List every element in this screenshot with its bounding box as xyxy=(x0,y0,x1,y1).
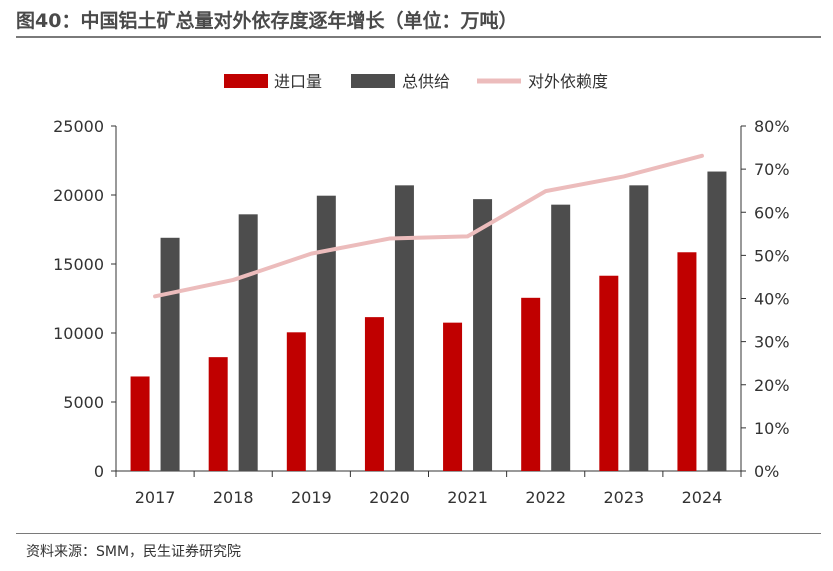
y-right-tick-label: 50% xyxy=(754,246,790,265)
bar-import xyxy=(677,252,697,471)
y-right-tick-label: 0% xyxy=(754,462,779,481)
x-tick-label: 2018 xyxy=(213,488,254,507)
bar-import xyxy=(521,297,541,471)
bar-supply xyxy=(160,237,180,471)
y-right-tick-label: 20% xyxy=(754,376,790,395)
bar-import xyxy=(130,376,150,471)
bar-import xyxy=(443,322,463,471)
x-tick-label: 2024 xyxy=(682,488,723,507)
legend-swatch-supply xyxy=(351,74,395,88)
title-divider xyxy=(16,36,821,38)
bar-import xyxy=(208,357,228,471)
y-left-tick-label: 10000 xyxy=(53,324,104,343)
bar-supply xyxy=(394,185,414,471)
bar-supply xyxy=(473,199,493,471)
bar-supply xyxy=(707,171,727,472)
y-left-tick-label: 20000 xyxy=(53,186,104,205)
x-tick-label: 2020 xyxy=(369,488,410,507)
dependency-line-path xyxy=(153,153,704,299)
y-left-tick-label: 5000 xyxy=(63,393,104,412)
legend-label-dependency: 对外依赖度 xyxy=(528,72,608,91)
legend: 进口量 总供给 对外依赖度 xyxy=(224,72,608,91)
x-tick-label: 2017 xyxy=(135,488,176,507)
source-note: 资料来源：SMM，民生证券研究院 xyxy=(26,544,242,560)
bar-import xyxy=(599,275,619,471)
y-right-tick-label: 80% xyxy=(754,117,790,136)
bar-import xyxy=(364,317,384,471)
bars xyxy=(130,171,727,472)
x-tick-label: 2019 xyxy=(291,488,332,507)
legend-label-supply: 总供给 xyxy=(402,72,450,91)
x-tick-label: 2022 xyxy=(525,488,566,507)
y-right-tick-label: 30% xyxy=(754,333,790,352)
legend-label-import: 进口量 xyxy=(274,72,322,91)
bar-supply xyxy=(316,195,336,471)
bar-supply xyxy=(238,214,258,471)
y-right-tick-label: 60% xyxy=(754,203,790,222)
legend-swatch-import xyxy=(224,74,268,88)
y-left-tick-label: 0 xyxy=(94,462,104,481)
y-left-tick-label: 15000 xyxy=(53,255,104,274)
dependency-line xyxy=(153,153,704,299)
y-right-tick-label: 40% xyxy=(754,290,790,309)
chart-canvas: 进口量 总供给 对外依赖度 0 5000 10000 15000 20000 25000 0% 1… xyxy=(53,72,789,507)
y-right-tick-label: 10% xyxy=(754,419,790,438)
chart-title: 图40：中国铝土矿总量对外依存度逐年增长（单位：万吨） xyxy=(16,10,518,32)
footer-divider xyxy=(16,533,821,534)
axes: 0 5000 10000 15000 20000 25000 0% 10% 20% 30% 40% 5… xyxy=(53,117,789,507)
x-tick-label: 2023 xyxy=(603,488,644,507)
y-left-tick-label: 25000 xyxy=(53,117,104,136)
bar-supply xyxy=(551,204,571,471)
y-right-tick-label: 70% xyxy=(754,160,790,179)
x-tick-label: 2021 xyxy=(447,488,488,507)
bar-supply xyxy=(629,185,649,471)
bar-import xyxy=(286,332,306,471)
